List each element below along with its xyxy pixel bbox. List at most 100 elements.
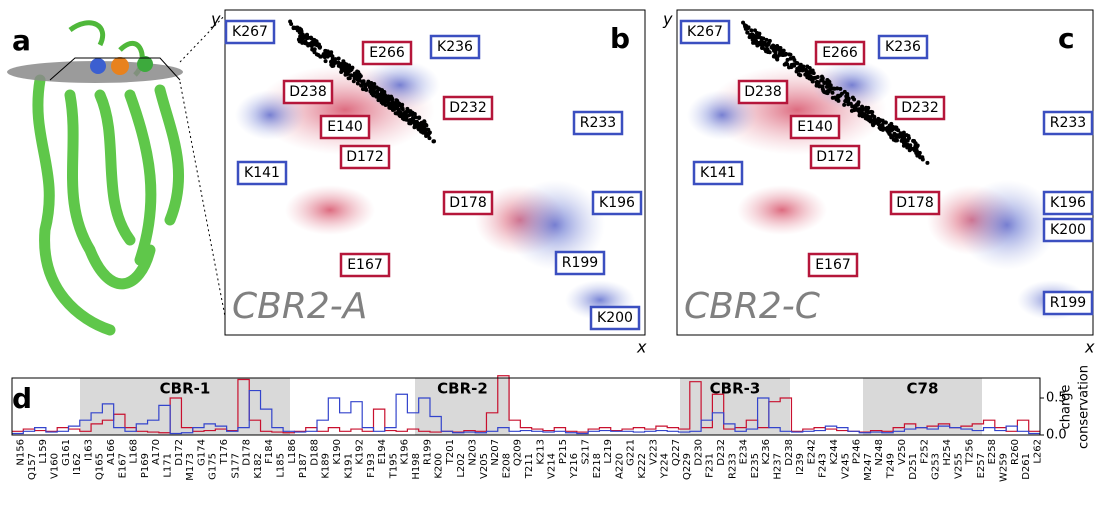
trajectory-point — [746, 25, 751, 30]
residue-label: D232 — [901, 100, 939, 116]
trajectory-point — [878, 118, 883, 123]
residue-label: K267 — [232, 24, 268, 40]
trajectory-point — [291, 26, 296, 31]
residue-tick-label: F193 — [366, 453, 377, 478]
residue-label: E140 — [327, 119, 363, 135]
density — [737, 185, 827, 235]
trajectory-point — [321, 52, 326, 57]
panel-frame — [224, 9, 646, 336]
trajectory-point — [323, 59, 328, 64]
density — [505, 180, 605, 270]
y-axis-label: conservation — [1077, 365, 1092, 449]
residue-box — [809, 144, 861, 170]
trajectory-point — [389, 95, 394, 100]
residue-tick-label: H254 — [942, 439, 953, 466]
trajectory-point — [378, 96, 383, 101]
trajectory-point — [343, 65, 348, 70]
residue-label: R233 — [1050, 115, 1086, 131]
axis-label: y — [662, 10, 673, 29]
trajectory-point — [343, 69, 348, 74]
trajectory-point — [880, 127, 885, 132]
residue-tick-label: L186 — [287, 439, 298, 464]
trajectory-point — [901, 143, 906, 148]
trajectory-point — [388, 106, 393, 111]
residue-tick-label: E242 — [806, 439, 817, 464]
trajectory-point — [402, 115, 407, 120]
residue-tick-label: E167 — [117, 453, 128, 478]
residue-tick-label: E208 — [501, 453, 512, 478]
residue-tick-label: N156 — [16, 439, 27, 466]
residue-tick-label: L171 — [163, 453, 174, 478]
residue-tick-label: E194 — [377, 439, 388, 464]
trajectory-point — [404, 110, 409, 115]
residue-box — [572, 110, 624, 136]
trajectory-point — [789, 62, 794, 67]
trajectory-point — [356, 70, 361, 75]
residue-tick-label: K182 — [253, 453, 264, 479]
residue-tick-label: I239 — [795, 453, 806, 475]
region-label: CBR-1 — [160, 380, 211, 398]
residue-tick-label: D238 — [784, 439, 795, 466]
residue-label: K200 — [1050, 222, 1086, 238]
residue-box — [1042, 290, 1094, 316]
trajectory-point — [314, 52, 319, 57]
plot-frame — [11, 377, 1041, 436]
residue-tick-label: D178 — [242, 439, 253, 466]
trajectory-point — [805, 64, 810, 69]
residue-label: R233 — [580, 115, 616, 131]
y-tick-label: 0.0 — [1046, 428, 1067, 443]
residue-box — [789, 114, 841, 140]
panel-frame — [676, 9, 1094, 336]
trajectory-point — [780, 50, 785, 55]
outline — [49, 57, 181, 81]
residue-tick-label: K192 — [355, 439, 366, 465]
trajectory-point — [838, 86, 843, 91]
trajectory-point — [771, 43, 776, 48]
residue-tick-label: M173 — [185, 453, 196, 481]
trajectory-point — [798, 62, 803, 67]
residue-tick-label: S217 — [580, 439, 591, 464]
trajectory-point — [906, 144, 911, 149]
trajectory-point — [308, 35, 313, 40]
residue-tick-label: V250 — [897, 439, 908, 465]
trajectory-point — [806, 72, 811, 77]
residue-label: D172 — [816, 149, 854, 165]
trajectory-point — [826, 89, 831, 94]
trajectory-point — [814, 80, 819, 85]
residue-tick-label: R260 — [1010, 439, 1021, 465]
residue-label: K196 — [1050, 195, 1086, 211]
residue-tick-label: G253 — [931, 453, 942, 480]
trajectory-point — [915, 144, 920, 149]
trajectory-point — [759, 35, 764, 40]
residue-tick-label: A166 — [106, 439, 117, 465]
trajectory-point — [306, 42, 311, 47]
trajectory-point — [869, 109, 874, 114]
residue-tick-label: K244 — [829, 439, 840, 465]
atom — [137, 56, 153, 72]
step-line — [12, 375, 1040, 434]
step-line — [12, 389, 1040, 435]
region-label: C78 — [907, 380, 939, 398]
trajectory-point — [832, 86, 837, 91]
residue-label: D178 — [896, 195, 934, 211]
trajectory-point — [336, 56, 341, 61]
density — [285, 185, 375, 235]
residue-tick-label: K222 — [637, 453, 648, 479]
residue-tick-label: P215 — [558, 439, 569, 464]
region-label: CBR-3 — [710, 380, 761, 398]
residue-label: K236 — [885, 39, 921, 55]
residue-tick-label: L202 — [456, 453, 467, 478]
trajectory-point — [821, 88, 826, 93]
trajectory-point — [894, 125, 899, 130]
residue-box — [361, 40, 413, 66]
residue-tick-label: T201 — [445, 439, 456, 465]
trajectory-point — [346, 76, 351, 81]
residue-tick-label: Q209 — [513, 439, 524, 466]
residue-label: E266 — [369, 45, 405, 61]
panel-name: CBR2-C — [684, 286, 821, 327]
residue-box — [554, 250, 606, 276]
trajectory-point — [393, 101, 398, 106]
residue-label: E266 — [822, 45, 858, 61]
trajectory-point — [828, 83, 833, 88]
residue-tick-label: T176 — [219, 439, 230, 465]
